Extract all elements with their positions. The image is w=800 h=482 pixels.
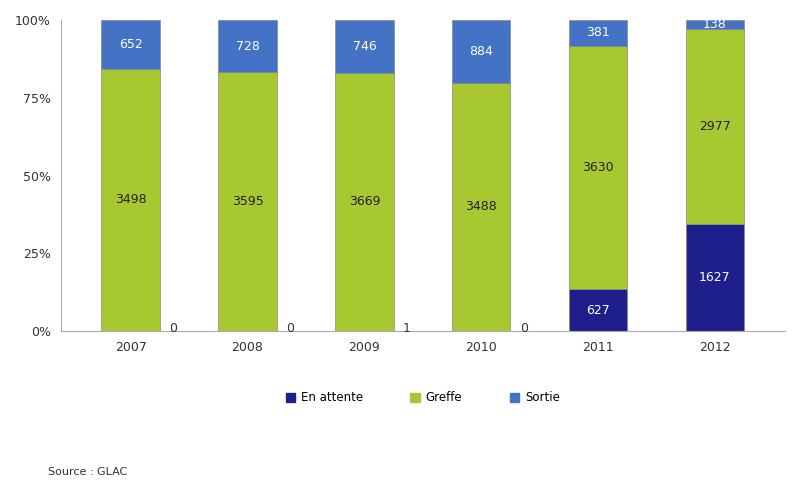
Bar xyxy=(335,73,394,331)
Text: 381: 381 xyxy=(586,27,610,39)
Text: 652: 652 xyxy=(119,38,142,51)
Text: Source : GLAC: Source : GLAC xyxy=(48,467,127,477)
Bar xyxy=(569,289,627,331)
Text: 1627: 1627 xyxy=(699,271,730,284)
Text: 3630: 3630 xyxy=(582,161,614,174)
Text: 2977: 2977 xyxy=(699,120,730,133)
Bar xyxy=(218,20,277,72)
Bar xyxy=(452,83,510,331)
Text: 627: 627 xyxy=(586,304,610,317)
Legend: En attente, Greffe, Sortie: En attente, Greffe, Sortie xyxy=(281,387,565,409)
Bar xyxy=(686,29,744,224)
Text: 0: 0 xyxy=(520,322,528,335)
Text: 746: 746 xyxy=(353,40,376,53)
Text: 1: 1 xyxy=(403,322,411,335)
Text: 3498: 3498 xyxy=(115,193,146,206)
Bar xyxy=(218,72,277,331)
Text: 138: 138 xyxy=(703,18,726,31)
Bar xyxy=(102,20,160,69)
Text: 0: 0 xyxy=(286,322,294,335)
Bar xyxy=(102,69,160,331)
Text: 884: 884 xyxy=(470,45,493,58)
Text: 3669: 3669 xyxy=(349,195,380,208)
Bar xyxy=(686,224,744,331)
Bar xyxy=(452,20,510,83)
Text: 3488: 3488 xyxy=(466,201,497,214)
Text: 728: 728 xyxy=(236,40,259,53)
Bar xyxy=(569,46,627,289)
Bar xyxy=(686,20,744,29)
Text: 3595: 3595 xyxy=(232,195,263,208)
Bar xyxy=(335,20,394,73)
Text: 0: 0 xyxy=(170,322,178,335)
Bar xyxy=(569,20,627,46)
